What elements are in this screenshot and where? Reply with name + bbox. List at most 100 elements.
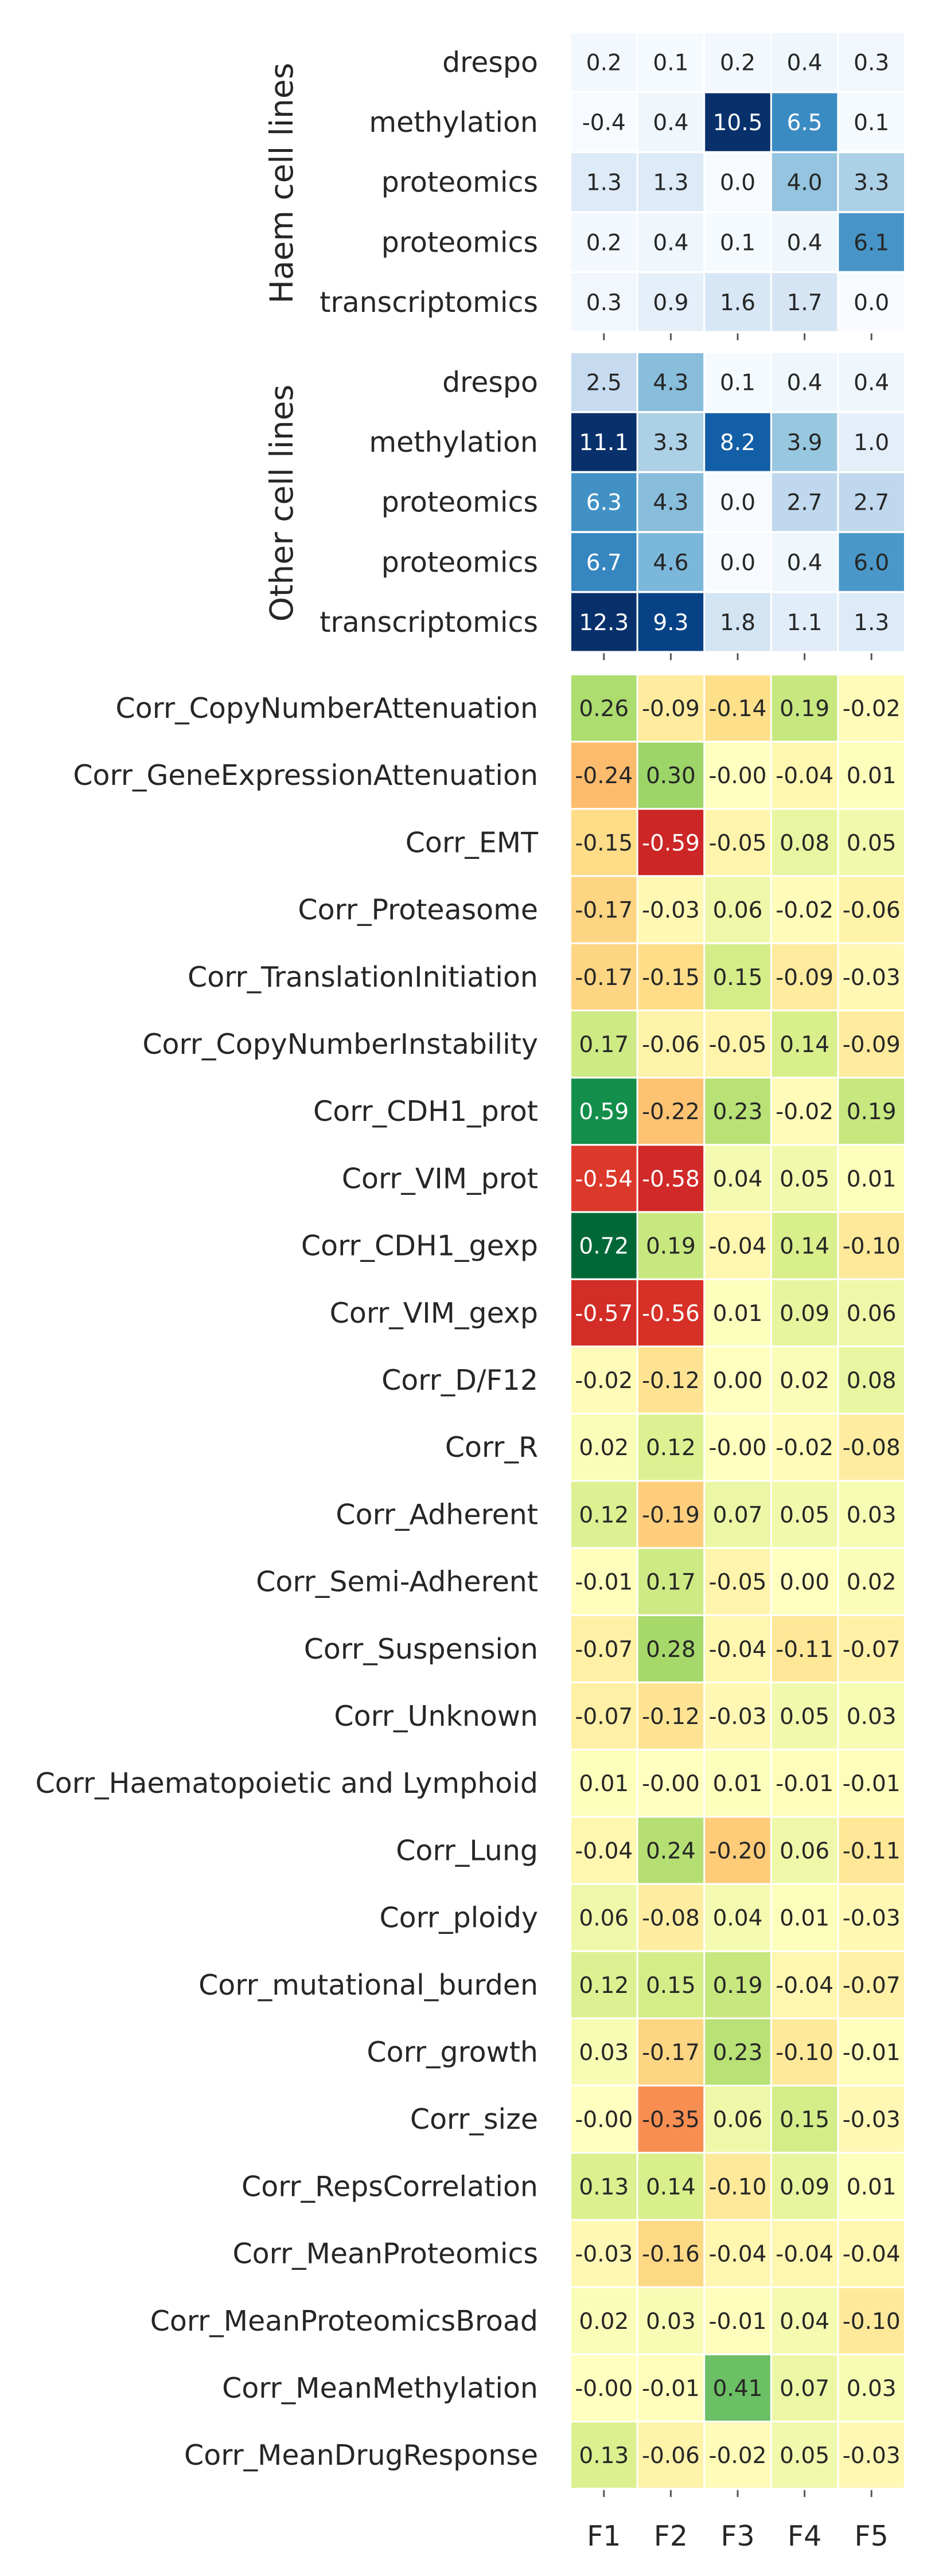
heatmap-cell [772,877,837,943]
heatmap-cell [705,413,770,471]
heatmap-cell [772,2355,837,2421]
heatmap-cell [772,2153,837,2219]
cell-value-label: -0.01 [843,2040,901,2066]
row-label-corr-haematopoietic-and-lymphoid: Corr_Haematopoietic and Lymphoid [36,1767,538,1800]
heatmap-cell [638,33,704,91]
heatmap-cell [638,1750,704,1816]
heatmap-cell [705,2422,770,2488]
cell-value-label: 0.01 [713,1771,763,1797]
cell-value-label: -0.10 [843,1234,901,1260]
row-label-corr-size: Corr_size [410,2103,538,2136]
heatmap-cell [839,1213,904,1279]
heatmap-cell [839,2019,904,2085]
cell-value-label: 0.06 [713,2107,763,2133]
heatmap-cell [705,2019,770,2085]
heatmap-cell [839,2153,904,2219]
cell-value-label: -0.06 [642,1032,700,1058]
cell-value-label: 2.7 [854,490,889,516]
heatmap-cell [638,1078,704,1144]
heatmap-cell [839,1549,904,1615]
heatmap-cell [839,2422,904,2488]
row-label-corr-emt: Corr_EMT [406,826,539,859]
heatmap-cell [705,93,770,151]
cell-value-label: -0.09 [776,965,833,991]
cell-value-label: -0.22 [642,1099,700,1125]
heatmap-cell [571,473,637,531]
row-label-corr-unknown: Corr_Unknown [334,1700,538,1733]
cell-value-label: -0.09 [642,696,700,722]
x-tick-label-f4: F4 [788,2520,821,2552]
cell-value-label: 9.3 [653,610,688,636]
heatmap-cell [839,675,904,741]
heatmap-cell [638,93,704,151]
heatmap-cell [705,1683,770,1749]
heatmap-cell [705,1078,770,1144]
group-label: Haem cell lines [263,63,300,304]
cell-value-label: 4.3 [653,370,688,396]
heatmap-cell [638,1952,704,2018]
heatmap-cell [638,153,704,212]
heatmap-cell [705,675,770,741]
row-label-proteomics: proteomics [381,486,538,519]
cell-value-label: -0.12 [642,1704,700,1730]
heatmap-cell [638,675,704,741]
cell-value-label: -0.00 [575,2376,633,2402]
cell-value-label: 0.12 [579,1502,629,1528]
cell-value-label: -0.17 [642,2040,700,2066]
cell-value-label: 0.06 [780,1838,829,1864]
cell-value-label: 0.03 [847,1502,897,1528]
cell-value-label: -0.04 [776,1973,833,1999]
row-label-proteomics: proteomics [381,166,538,199]
heatmap-cell [772,1885,837,1950]
heatmap-cell [839,1280,904,1346]
cell-value-label: 0.05 [780,2443,829,2469]
cell-value-label: -0.03 [575,2242,633,2268]
cell-value-label: -0.02 [776,1099,833,1125]
cell-value-label: -0.04 [776,2242,833,2268]
row-label-corr-proteasome: Corr_Proteasome [298,894,538,927]
heatmap-cell [772,33,837,91]
heatmap-cell [705,153,770,212]
heatmap-cell [638,1011,704,1077]
row-label-transcriptomics: transcriptomics [320,606,538,639]
heatmap-cell [571,1885,637,1950]
cell-value-label: -0.59 [642,830,700,856]
cell-value-label: 0.17 [646,1570,696,1596]
heatmap-cell [571,593,637,651]
cell-value-label: -0.02 [575,1368,633,1394]
heatmap-cell [772,413,837,471]
heatmap-cell [705,2288,770,2354]
heatmap-cell [772,1280,837,1346]
cell-value-label: 0.41 [713,2376,763,2402]
heatmap-cell [638,1414,704,1480]
heatmap-cell [772,944,837,1010]
heatmap-cell [839,1750,904,1816]
heatmap-cell [571,2019,637,2085]
cell-value-label: -0.00 [709,1435,767,1461]
heatmap-cell [571,1280,637,1346]
cell-value-label: 0.05 [780,1166,829,1192]
cell-value-label: 0.01 [847,2174,897,2200]
cell-value-label: 0.4 [787,550,823,576]
cell-value-label: 0.01 [579,1771,629,1797]
heatmap-cell [571,33,637,91]
x-tick-label-f5: F5 [855,2520,889,2552]
heatmap-cell [839,1885,904,1950]
cell-value-label: -0.00 [642,1771,700,1797]
cell-value-label: 0.2 [720,50,755,76]
heatmap-cell [772,1011,837,1077]
heatmap-cell [705,533,770,591]
cell-value-label: 0.59 [579,1099,629,1125]
row-label-corr-meanproteomics: Corr_MeanProteomics [232,2238,538,2270]
cell-value-label: 0.04 [713,1166,763,1192]
cell-value-label: 0.02 [579,1435,629,1461]
heatmap-cell [839,153,904,212]
heatmap-cell [638,2086,704,2152]
cell-value-label: 0.02 [780,1368,829,1394]
heatmap-cell [839,413,904,471]
group-label: Other cell lines [263,385,300,622]
correlation-heatmap-panel: 0.26 -0.09 -0.14 0.19 -0.02 -0.24 0.30 -0.00 -0.… [36,675,904,2497]
cell-value-label: -0.10 [776,2040,833,2066]
cell-value-label: -0.58 [642,1166,700,1192]
cell-value-label: -0.03 [843,2443,901,2469]
